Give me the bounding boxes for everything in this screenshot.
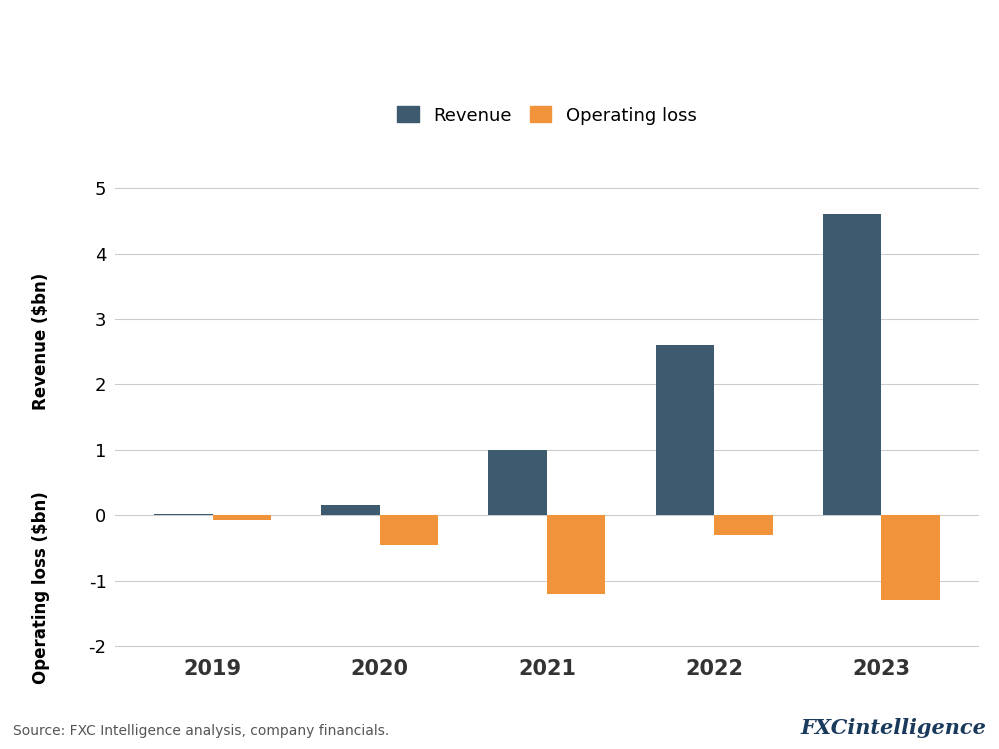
- Bar: [380, 515, 439, 545]
- Bar: [881, 515, 940, 600]
- Bar: [547, 515, 605, 594]
- Text: 2019: 2019: [184, 659, 242, 679]
- Text: 2022: 2022: [685, 659, 743, 679]
- Text: TikTok Information Technologies UK Ltd revenue and operating loss, 2019-2023: TikTok Information Technologies UK Ltd r…: [13, 87, 785, 106]
- Bar: [154, 514, 213, 515]
- Bar: [714, 515, 772, 535]
- Text: 2021: 2021: [517, 659, 576, 679]
- Bar: [655, 345, 714, 515]
- Text: Revenue ($bn): Revenue ($bn): [32, 273, 50, 410]
- Legend: Revenue, Operating loss: Revenue, Operating loss: [390, 99, 704, 132]
- Bar: [823, 214, 881, 515]
- Text: Operating loss ($bn): Operating loss ($bn): [32, 491, 50, 684]
- Bar: [322, 506, 380, 515]
- Text: 2023: 2023: [852, 659, 910, 679]
- Text: TikTok’s European arm grew revenue and losses in FY 2023: TikTok’s European arm grew revenue and l…: [13, 28, 999, 57]
- Bar: [213, 515, 271, 521]
- Bar: [489, 450, 547, 515]
- Text: FXCintelligence: FXCintelligence: [800, 718, 986, 738]
- Text: Source: FXC Intelligence analysis, company financials.: Source: FXC Intelligence analysis, compa…: [13, 724, 390, 738]
- Text: 2020: 2020: [351, 659, 409, 679]
